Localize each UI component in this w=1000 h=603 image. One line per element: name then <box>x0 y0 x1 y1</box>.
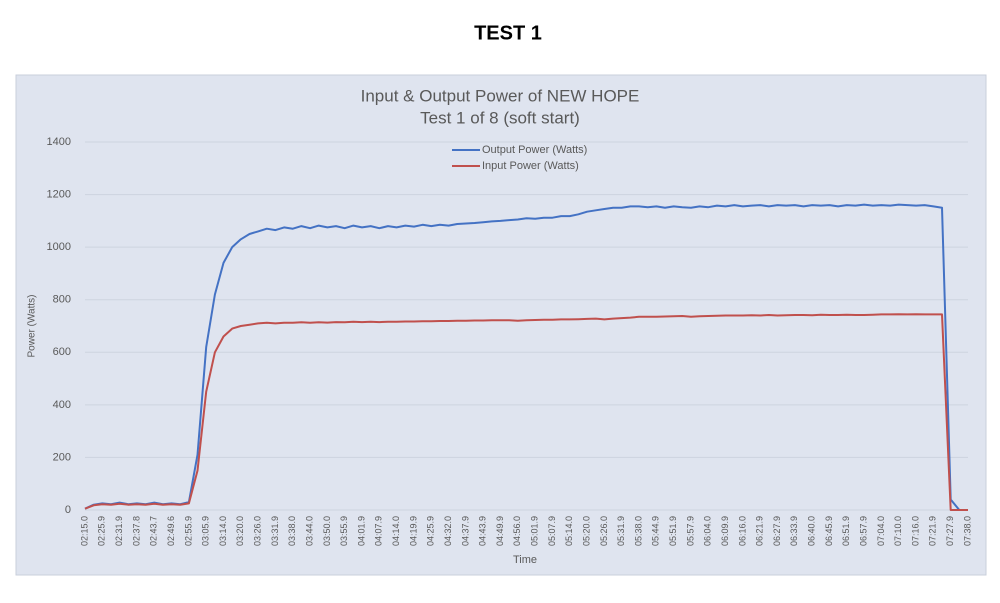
y-tick-label: 400 <box>53 399 71 411</box>
x-tick-label: 04:14.0 <box>391 516 401 546</box>
x-tick-label: 03:05.9 <box>201 516 211 546</box>
chart-area <box>15 74 987 576</box>
x-tick-label: 02:31.9 <box>114 516 124 546</box>
chart-title: Input & Output Power of NEW HOPE <box>361 86 640 105</box>
x-tick-label: 02:49.6 <box>166 516 176 546</box>
y-tick-label: 1400 <box>47 136 71 148</box>
x-tick-label: 05:38.0 <box>633 516 643 546</box>
x-tick-label: 05:31.9 <box>616 516 626 546</box>
x-tick-label: 07:16.0 <box>910 516 920 546</box>
x-tick-label: 04:07.9 <box>374 516 384 546</box>
y-tick-label: 200 <box>53 451 71 463</box>
x-tick-label: 06:45.9 <box>824 516 834 546</box>
x-tick-label: 05:14.0 <box>564 516 574 546</box>
x-tick-label: 06:27.9 <box>772 516 782 546</box>
x-tick-label: 03:26.0 <box>253 516 263 546</box>
x-tick-label: 03:55.9 <box>339 516 349 546</box>
x-tick-label: 04:32.0 <box>443 516 453 546</box>
x-tick-label: 04:56.0 <box>512 516 522 546</box>
x-tick-label: 04:49.9 <box>495 516 505 546</box>
x-tick-label: 06:21.9 <box>755 516 765 546</box>
x-tick-label: 02:43.7 <box>149 516 159 546</box>
x-tick-label: 05:44.9 <box>651 516 661 546</box>
x-tick-label: 05:07.9 <box>547 516 557 546</box>
x-tick-label: 05:57.9 <box>685 516 695 546</box>
x-tick-label: 07:27.9 <box>945 516 955 546</box>
x-tick-label: 07:04.0 <box>876 516 886 546</box>
x-tick-label: 04:25.9 <box>426 516 436 546</box>
heading: TEST 1 <box>474 22 542 44</box>
x-tick-label: 06:40.0 <box>807 516 817 546</box>
series-line <box>84 313 968 511</box>
legend-label: Output Power (Watts) <box>482 144 587 156</box>
x-tick-label: 07:21.9 <box>928 516 938 546</box>
series-line <box>84 203 968 511</box>
chart-subtitle: Test 1 of 8 (soft start) <box>420 108 580 127</box>
x-tick-label: 03:14.0 <box>218 516 228 546</box>
y-tick-label: 1200 <box>47 188 71 200</box>
x-tick-label: 06:57.9 <box>858 516 868 546</box>
y-tick-label: 800 <box>53 294 71 306</box>
x-tick-label: 03:38.0 <box>287 516 297 546</box>
x-tick-label: 04:01.9 <box>356 516 366 546</box>
y-axis-title: Power (Watts) <box>27 295 38 358</box>
x-tick-label: 05:01.9 <box>530 516 540 546</box>
x-axis-title: Time <box>513 554 537 566</box>
x-tick-label: 02:55.9 <box>183 516 193 546</box>
x-tick-label: 02:37.8 <box>131 516 141 546</box>
x-tick-label: 04:43.9 <box>478 516 488 546</box>
y-tick-label: 600 <box>53 346 71 358</box>
x-tick-label: 03:50.0 <box>322 516 332 546</box>
x-tick-label: 06:09.9 <box>720 516 730 546</box>
x-tick-label: 06:33.9 <box>789 516 799 546</box>
y-tick-label: 1000 <box>47 241 71 253</box>
x-tick-label: 06:04.0 <box>703 516 713 546</box>
x-tick-label: 05:26.0 <box>599 516 609 546</box>
legend-label: Input Power (Watts) <box>482 160 579 172</box>
x-tick-label: 05:20.0 <box>581 516 591 546</box>
x-tick-label: 05:51.9 <box>668 516 678 546</box>
x-tick-label: 03:31.9 <box>270 516 280 546</box>
x-tick-label: 03:20.0 <box>235 516 245 546</box>
x-tick-label: 04:37.9 <box>460 516 470 546</box>
x-tick-label: 03:44.0 <box>304 516 314 546</box>
x-tick-label: 06:16.0 <box>737 516 747 546</box>
x-tick-label: 07:38.0 <box>962 516 972 546</box>
x-tick-label: 07:10.0 <box>893 516 903 546</box>
x-tick-label: 04:19.9 <box>408 516 418 546</box>
y-tick-label: 0 <box>65 504 71 516</box>
x-tick-label: 02:15.0 <box>79 516 89 546</box>
x-tick-label: 06:51.9 <box>841 516 851 546</box>
x-tick-label: 02:25.9 <box>97 516 107 546</box>
